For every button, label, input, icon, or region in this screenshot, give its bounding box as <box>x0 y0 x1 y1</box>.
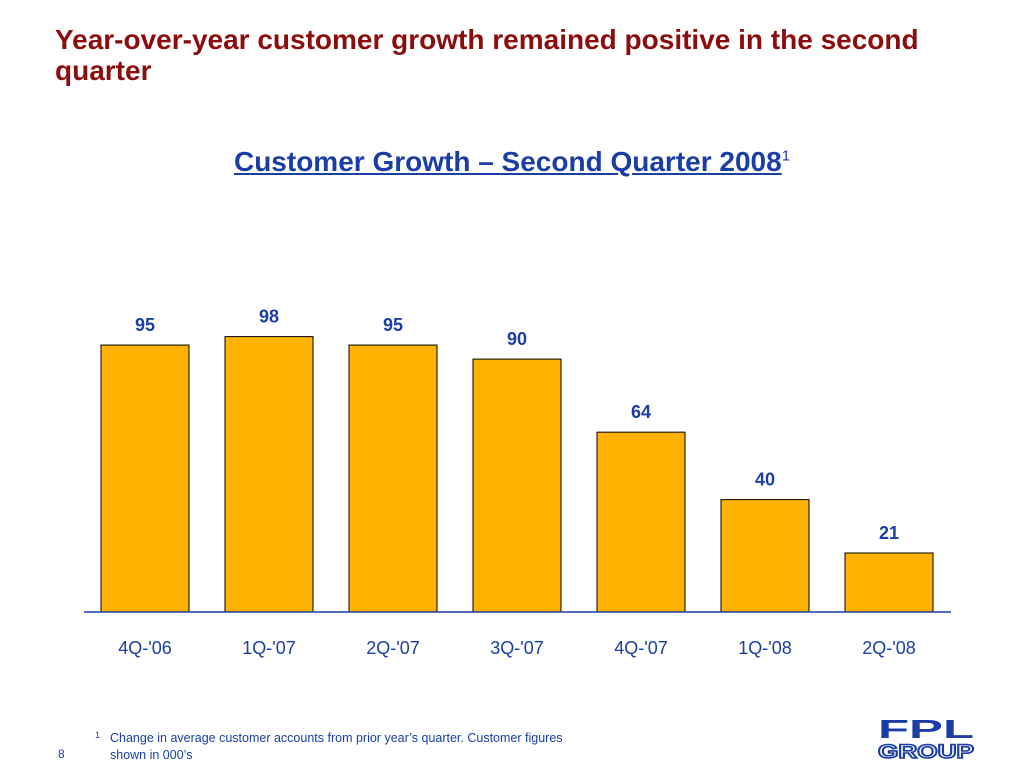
slide-headline: Year-over-year customer growth remained … <box>55 24 919 86</box>
data-label: 95 <box>383 315 403 335</box>
chart-title: Customer Growth – Second Quarter 20081 <box>0 146 1024 178</box>
x-tick-label: 1Q-'07 <box>242 638 295 658</box>
x-tick-label: 2Q-'07 <box>366 638 419 658</box>
x-tick-label: 2Q-'08 <box>862 638 915 658</box>
chart-title-text: Customer Growth – Second Quarter 2008 <box>233 146 782 177</box>
bar <box>720 499 810 613</box>
bar <box>100 344 190 613</box>
footnote-mark: 1 <box>95 730 101 740</box>
fpl-group-logo: FPL GROUP <box>877 716 975 762</box>
data-label: 40 <box>755 470 775 490</box>
data-label: 95 <box>135 315 155 335</box>
x-tick-label: 4Q-'06 <box>118 638 171 658</box>
logo-text-fpl: FPL <box>878 716 974 744</box>
bar <box>348 344 438 613</box>
footnote-text: Change in average customer accounts from… <box>110 731 563 762</box>
data-label: 64 <box>631 402 651 422</box>
logo-text-group: GROUP <box>878 742 974 762</box>
x-tick-label: 1Q-'08 <box>738 638 791 658</box>
bar <box>596 431 686 613</box>
bar-chart: 95 4Q-'06 98 1Q-'07 95 2Q-'07 90 3Q-'07 64 4Q-'07… <box>84 307 951 658</box>
x-tick-label: 4Q-'07 <box>614 638 667 658</box>
data-label: 98 <box>259 307 279 327</box>
bar <box>472 358 562 613</box>
chart-title-footnote-mark: 1 <box>781 147 791 165</box>
data-label: 90 <box>507 329 527 349</box>
footnote: 1 Change in average customer accounts fr… <box>95 730 595 764</box>
data-label: 21 <box>879 523 899 543</box>
x-tick-label: 3Q-'07 <box>490 638 543 658</box>
page-number: 8 <box>58 747 65 761</box>
bar <box>844 552 934 613</box>
bar <box>224 336 314 613</box>
